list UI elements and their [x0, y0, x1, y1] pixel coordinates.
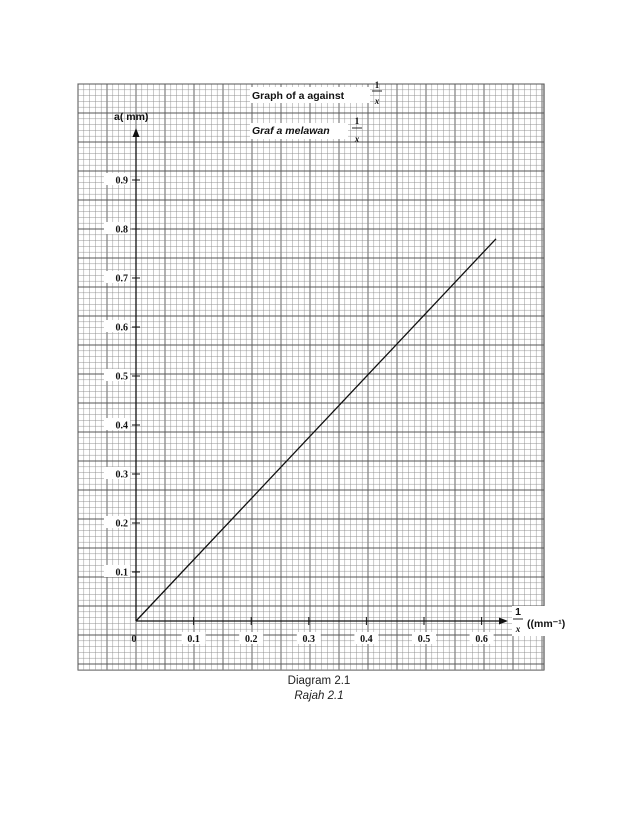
caption-line-2: Rajah 2.1 [294, 690, 344, 702]
series [135, 238, 497, 622]
y-axis-label: a( mm) [114, 111, 148, 123]
x-label-unit: ((mm⁻¹) [527, 618, 565, 630]
x-tick-label: 0.4 [360, 634, 373, 645]
y-tick-label: 0.9 [116, 176, 129, 187]
y-tick-label-bg [104, 320, 130, 332]
y-axis-arrow [132, 128, 140, 137]
x-axis-arrow [499, 617, 508, 625]
title-line-1: Graph of a against [252, 90, 345, 102]
x-tick-label-bg [412, 632, 436, 644]
y-tick-label-bg [104, 369, 130, 381]
y-tick-label: 0.3 [116, 470, 129, 481]
origin-label: 0 [132, 634, 137, 645]
y-tick-label: 0.6 [116, 323, 129, 334]
x-tick-label-bg [239, 632, 264, 644]
x-tick-label: 0.5 [418, 634, 431, 645]
x-tick-label-bg [469, 632, 494, 644]
x-label-denominator: x [515, 624, 521, 634]
y-tick-label: 0.8 [116, 225, 129, 236]
title-fraction-numerator: 1 [375, 80, 380, 90]
x-tick-label-bg [354, 632, 379, 644]
title2-fraction-denominator: x [354, 134, 360, 144]
x-tick-label: 0.6 [475, 634, 488, 645]
grid-border [77, 83, 545, 671]
y-tick-label-bg [104, 467, 130, 479]
y-tick-label-bg [104, 418, 130, 430]
y-tick-label: 0.7 [116, 274, 129, 285]
y-tick-label: 0.5 [116, 372, 129, 383]
y-tick-label: 0.1 [116, 568, 129, 579]
y-tick-label-bg [104, 222, 130, 234]
x-tick-label-bg [181, 632, 206, 644]
title-fraction-denominator: x [374, 96, 380, 106]
y-tick-label-bg [104, 271, 130, 283]
series-line [135, 238, 497, 622]
y-tick-label-bg [104, 173, 130, 185]
graph-paper-grid [77, 83, 545, 671]
caption-line-1: Diagram 2.1 [287, 675, 351, 687]
x-label-numerator: 1 [515, 606, 521, 618]
chart-title: Graph of a against 1 x Graf a melawan 1 … [250, 80, 382, 144]
y-tick-label: 0.2 [116, 519, 129, 530]
y-tick-label-bg [104, 516, 130, 528]
title2-fraction-numerator: 1 [355, 116, 360, 126]
x-tick-label: 0.1 [187, 634, 200, 645]
x-tick-label: 0.3 [303, 634, 316, 645]
y-tick-label-bg [104, 565, 130, 577]
tick-marks: 0.1 0.2 0.3 0.4 0.5 0.6 0.1 0.2 0.3 0.4 0.5 0.6 0.7 0… [104, 173, 494, 645]
title-line-2: Graf a melawan [252, 125, 330, 137]
x-tick-label: 0.2 [245, 634, 258, 645]
y-tick-label: 0.4 [116, 421, 129, 432]
x-axis-label: 1 x ((mm⁻¹) [512, 606, 572, 636]
x-tick-label-bg [296, 632, 321, 644]
